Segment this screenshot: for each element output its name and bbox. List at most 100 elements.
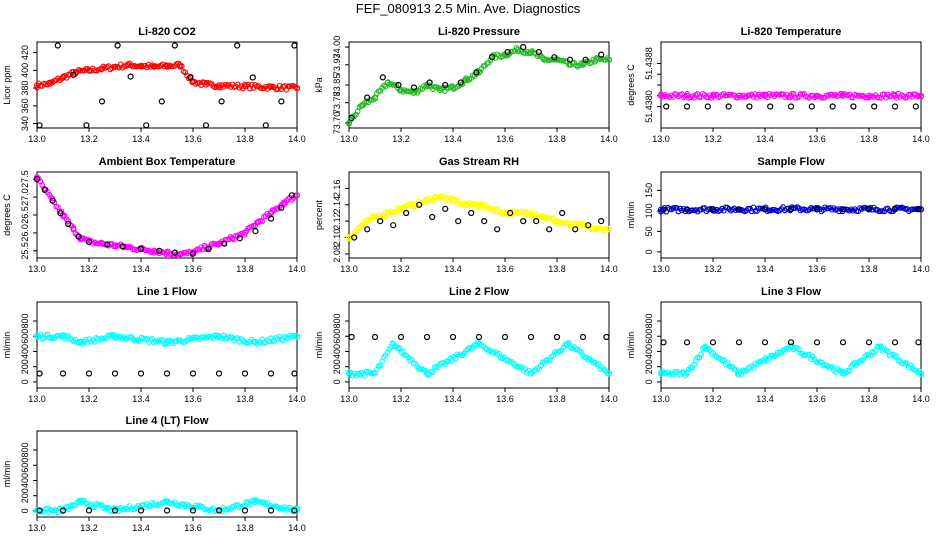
plot-frame [348, 171, 610, 259]
panel-title: Li-820 CO2 [138, 26, 195, 38]
data-point [829, 103, 836, 110]
x-tick-label: 14.0 [288, 394, 306, 404]
data-point [351, 234, 358, 241]
data-point [189, 507, 197, 514]
data-point [163, 507, 171, 514]
data-point [527, 48, 535, 56]
x-tick-label: 13.0 [340, 264, 358, 274]
x-tick-label: 13.2 [704, 134, 722, 144]
x-tick-label: 13.6 [496, 394, 514, 404]
data-point [527, 333, 535, 341]
x-tick-label: 13.8 [860, 134, 878, 144]
x-tick-label: 13.2 [704, 264, 722, 274]
data-point [560, 220, 567, 227]
data-point [915, 206, 922, 213]
y-tick-label: 73.93 [332, 53, 342, 76]
x-tick-label: 13.2 [392, 264, 410, 274]
data-point [267, 507, 275, 514]
x-tick-label: 13.0 [652, 394, 670, 404]
data-point [429, 369, 436, 375]
data-point [137, 245, 145, 253]
data-point [455, 218, 462, 225]
series-red [33, 60, 301, 93]
data-point [291, 370, 298, 377]
data-point [345, 119, 353, 127]
data-point [585, 222, 592, 229]
x-tick-label: 14.0 [912, 264, 930, 274]
data-point [787, 103, 795, 110]
data-point [377, 218, 384, 225]
data-point [364, 226, 371, 233]
data-point [63, 503, 70, 510]
data-point [171, 42, 178, 49]
data-point [735, 339, 743, 346]
data-point [171, 249, 178, 256]
y-tick-label: 27.0 [20, 188, 30, 206]
data-point [422, 196, 429, 203]
data-point [605, 56, 613, 63]
data-point [364, 94, 371, 101]
x-tick-label: 13.6 [496, 134, 514, 144]
panel-title: Ambient Box Temperature [99, 156, 236, 168]
data-point [442, 81, 449, 89]
y-tick-label: 0 [644, 379, 654, 384]
data-point [254, 219, 262, 226]
x-tick-label: 13.6 [808, 394, 826, 404]
chart-panel-9: Line 3 Flow ml/min 13.0 13.2 13.4 13.6 13.8 14.… [626, 286, 930, 404]
plot-frame [660, 41, 922, 129]
data-point [348, 114, 355, 122]
data-point [111, 242, 119, 249]
x-tick-label: 14.0 [600, 264, 618, 274]
data-point [397, 333, 405, 341]
y-tick-label: 600 [20, 458, 30, 473]
data-point [59, 370, 67, 377]
y-tick-label: 0 [20, 379, 30, 384]
data-point [241, 370, 249, 377]
data-point [42, 505, 49, 512]
data-point [846, 91, 853, 98]
data-point [176, 61, 184, 69]
data-point [683, 103, 691, 110]
y-axis-label: ml/min [314, 332, 324, 359]
y-tick-label: 200 [644, 359, 654, 374]
panel-title: Li-820 Pressure [438, 26, 520, 38]
data-point [912, 103, 919, 110]
data-point [481, 218, 488, 225]
data-point [172, 338, 178, 345]
data-point [150, 63, 158, 70]
data-point [566, 339, 572, 346]
data-point [917, 92, 925, 99]
x-tick-label: 13.0 [28, 523, 46, 533]
x-tick-label: 13.2 [704, 394, 722, 404]
data-point [514, 209, 522, 217]
y-tick-label: 200 [332, 359, 342, 374]
data-point [520, 218, 527, 225]
data-point [49, 197, 56, 204]
data-point [163, 62, 171, 70]
x-tick-label: 13.8 [236, 394, 254, 404]
series-black [36, 507, 298, 514]
data-point [143, 122, 150, 129]
data-point [787, 206, 795, 213]
data-point [709, 206, 717, 213]
data-point [761, 92, 769, 99]
y-tick-label: 74.00 [332, 36, 342, 59]
data-point [603, 333, 610, 341]
data-point [59, 333, 67, 340]
panel-title: Gas Stream RH [439, 156, 519, 168]
data-point [494, 226, 501, 233]
data-point [252, 498, 259, 505]
x-tick-label: 13.4 [444, 134, 462, 144]
y-tick-label: 600 [644, 329, 654, 344]
y-tick-label: 400 [20, 344, 30, 359]
chart-panel-10: Line 4 (LT) Flow ml/min 13.0 13.2 13.4 13.6 13… [2, 415, 306, 533]
data-point [501, 333, 509, 341]
data-point [54, 42, 61, 49]
x-tick-label: 13.2 [80, 523, 98, 533]
series-black [33, 176, 295, 257]
x-tick-label: 13.0 [28, 394, 46, 404]
data-point [163, 249, 171, 256]
data-point [839, 370, 847, 377]
plot-frame [660, 301, 922, 389]
